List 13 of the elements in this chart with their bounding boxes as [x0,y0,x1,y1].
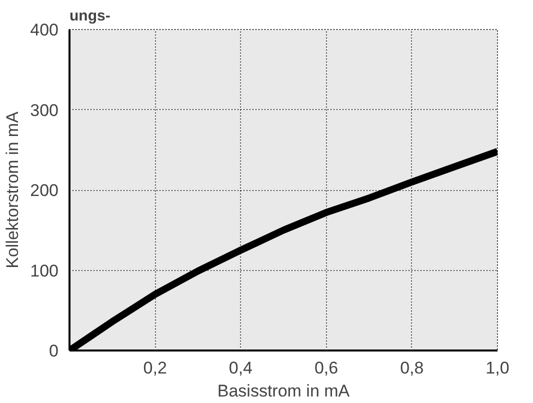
y-tick-label: 300 [30,100,59,120]
x-tick-label: 1,0 [486,358,510,378]
y-tick-label: 200 [30,181,59,200]
y-tick-label: 0 [49,342,59,360]
y-tick-label: 100 [30,261,59,280]
chart-title: ungs- [70,8,110,24]
x-axis-title: Basisstrom in mA [217,382,350,400]
x-tick-label: 0,8 [400,358,424,378]
y-axis-title: Kollektorstrom in mA [3,110,22,268]
y-tick-label: 400 [30,20,59,40]
x-tick-label: 0,6 [314,358,338,378]
x-tick-label: 0,2 [143,358,167,378]
x-tick-label: 0,4 [228,358,253,378]
